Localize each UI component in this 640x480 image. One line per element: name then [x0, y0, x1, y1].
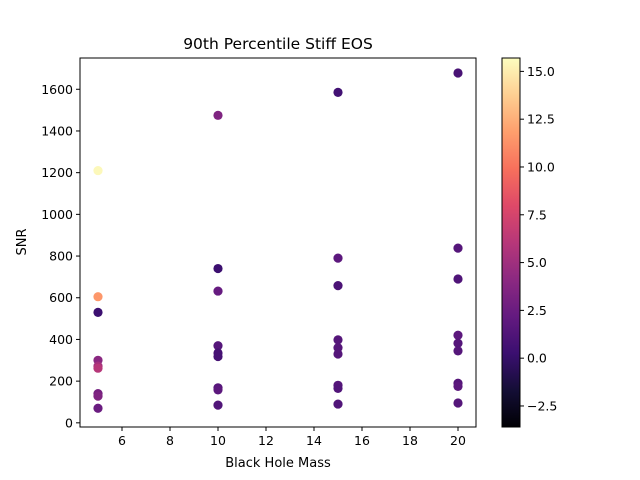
y-tick-label: 1600: [41, 82, 73, 97]
y-tick-label: 0: [65, 415, 73, 430]
colorbar-tick-label: −2.5: [527, 398, 557, 413]
x-tick-label: 10: [210, 433, 226, 448]
data-point: [213, 385, 223, 395]
x-tick-label: 14: [306, 433, 322, 448]
x-tick-label: 16: [354, 433, 370, 448]
data-point: [213, 341, 223, 351]
data-point: [333, 383, 343, 394]
data-point: [93, 165, 103, 176]
colorbar-tick-label: 0.0: [527, 351, 547, 366]
x-tick-label: 20: [450, 433, 466, 448]
x-tick-label: 18: [402, 433, 418, 448]
y-tick-label: 200: [49, 374, 73, 389]
data-point: [333, 399, 343, 409]
data-point: [213, 110, 223, 120]
data-point: [93, 307, 103, 317]
data-point: [333, 349, 343, 359]
data-point: [93, 391, 103, 401]
data-point: [453, 398, 463, 408]
data-point: [93, 403, 103, 413]
y-tick-label: 600: [49, 290, 73, 305]
y-axis-label: SNR: [15, 228, 30, 255]
colorbar-ticks: −2.5 0.0 2.5 5.0 7.5 10.0 12.5 15.0: [520, 64, 557, 413]
data-point: [453, 330, 463, 340]
points-layer: [93, 68, 463, 413]
data-point: [333, 335, 343, 345]
data-point: [333, 87, 343, 97]
x-tick-label: 12: [258, 433, 274, 448]
data-point: [453, 338, 463, 348]
y-axis-ticks: 0 200 400 600 800 1000 1200 1400 1600: [41, 82, 80, 430]
data-point: [93, 363, 103, 373]
data-point: [213, 351, 223, 362]
y-tick-label: 400: [49, 332, 73, 347]
data-point: [213, 263, 223, 274]
colorbar-tick-label: 2.5: [527, 303, 547, 318]
colorbar-tick-label: 10.0: [527, 159, 555, 174]
data-point: [213, 286, 223, 296]
data-point: [93, 292, 103, 302]
y-tick-label: 1400: [41, 123, 73, 138]
data-point: [453, 346, 463, 356]
x-tick-label: 6: [118, 433, 126, 448]
data-point: [333, 253, 343, 263]
colorbar-tick-label: 15.0: [527, 64, 555, 79]
x-axis-label: Black Hole Mass: [225, 456, 331, 471]
y-tick-label: 800: [49, 249, 73, 264]
colorbar-tick-label: 5.0: [527, 255, 547, 270]
data-point: [213, 400, 223, 410]
colorbar-tick-label: 12.5: [527, 112, 555, 127]
y-tick-label: 1000: [41, 207, 73, 222]
chart-title: 90th Percentile Stiff EOS: [183, 35, 373, 53]
data-point: [453, 68, 463, 78]
x-tick-label: 8: [166, 433, 174, 448]
colorbar-tick-label: 7.5: [527, 207, 547, 222]
data-point: [333, 281, 343, 291]
data-point: [453, 243, 463, 253]
y-tick-label: 1200: [41, 165, 73, 180]
plot-frame: [79, 57, 477, 428]
colorbar: [501, 57, 521, 428]
x-axis-ticks: 6 8 10 12 14 16 18 20: [118, 427, 466, 448]
data-point: [453, 381, 463, 391]
data-point: [453, 274, 463, 284]
